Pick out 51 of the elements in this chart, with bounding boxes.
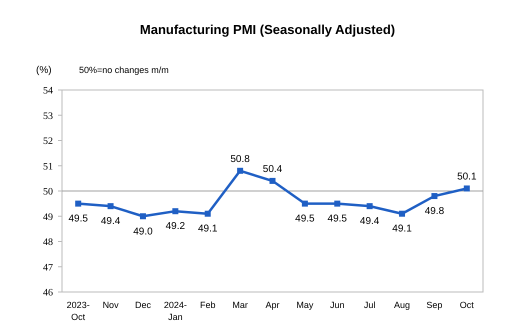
data-label: 49.8 <box>424 206 445 218</box>
x-tick-label: Sep <box>426 300 442 310</box>
x-tick-label: Apr <box>265 300 280 310</box>
point <box>366 203 373 210</box>
point <box>302 200 308 207</box>
data-label: 49.1 <box>392 224 412 235</box>
x-tick-label: 2023- Oct <box>66 300 90 322</box>
x-tick-label: Jul <box>364 300 376 310</box>
x-tick-label: Mar <box>232 300 248 310</box>
point <box>108 203 114 210</box>
point <box>399 210 406 217</box>
data-label: 50.8 <box>230 154 250 165</box>
data-label: 49.0 <box>133 226 154 238</box>
data-label: 49.5 <box>295 214 316 225</box>
point <box>270 178 276 184</box>
point <box>204 210 211 217</box>
chart-title: Manufacturing PMI (Seasonally Adjusted) <box>140 22 396 37</box>
x-tick-label: Feb <box>200 300 216 310</box>
y-tick-label: 48 <box>43 237 53 248</box>
y-tick-label: 49 <box>43 212 53 223</box>
x-tick-label: 2024- Jan <box>164 300 187 322</box>
x-tick-label: Aug <box>394 300 410 310</box>
data-label: 49.4 <box>100 216 121 228</box>
data-label: 50.4 <box>262 164 283 175</box>
y-tick-label: 51 <box>43 161 53 172</box>
data-label: 49.4 <box>360 216 380 228</box>
data-label: 49.2 <box>166 221 186 232</box>
point <box>172 208 178 214</box>
y-tick-label: 50 <box>43 186 53 198</box>
y-tick-label: 52 <box>43 136 53 147</box>
y-tick-label: 53 <box>43 110 53 122</box>
point <box>237 168 244 174</box>
point <box>140 213 146 220</box>
data-label: 50.1 <box>457 171 477 182</box>
y-tick-label: 47 <box>43 262 53 274</box>
x-tick-label: Jun <box>330 300 345 310</box>
x-tick-label: Oct <box>460 300 474 310</box>
x-tick-label: Nov <box>102 300 120 310</box>
data-label: 49.5 <box>328 214 348 225</box>
point <box>334 200 340 207</box>
y-axis-title: (%) <box>36 65 52 76</box>
data-label: 49.5 <box>68 214 88 225</box>
point <box>431 193 438 200</box>
x-tick-label: May <box>296 300 314 310</box>
text: 50%=no changes m/m <box>79 65 169 75</box>
y-tick-label: 54 <box>43 86 53 96</box>
x-tick-label: Dec <box>134 300 152 310</box>
point <box>75 200 82 207</box>
y-tick-label: 46 <box>43 288 53 298</box>
point <box>464 185 470 192</box>
data-label: 49.1 <box>198 224 218 235</box>
